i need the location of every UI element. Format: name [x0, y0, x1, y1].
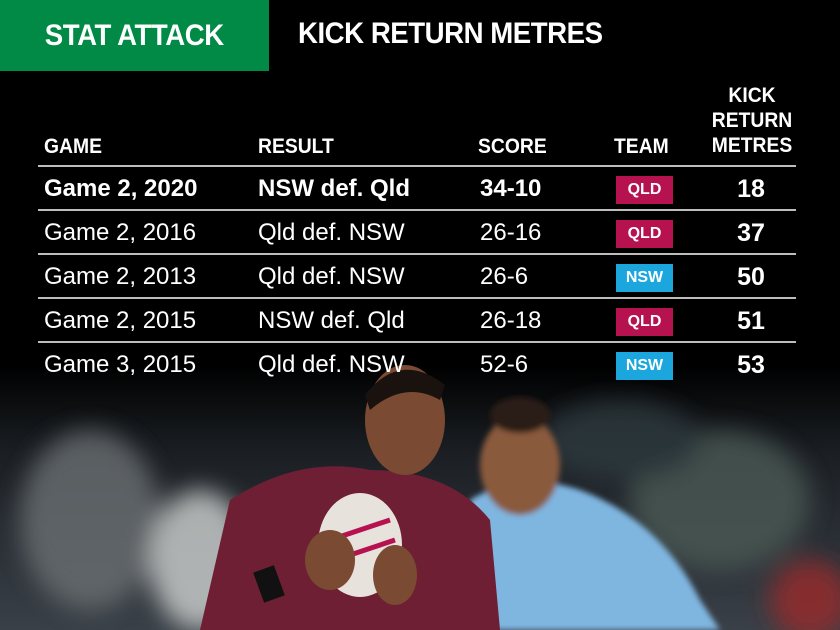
table-row: Game 2, 2016 Qld def. NSW 26-16 QLD 37	[0, 211, 840, 255]
score-cell: 34-10	[480, 175, 542, 202]
table-row: Game 3, 2015 Qld def. NSW 52-6 NSW 53	[0, 343, 840, 387]
result-cell: Qld def. NSW	[258, 351, 405, 378]
metres-cell: 51	[737, 307, 765, 335]
row-divider	[38, 297, 796, 299]
result-cell: Qld def. NSW	[258, 219, 405, 246]
row-divider	[38, 209, 796, 211]
game-cell: Game 2, 2015	[44, 307, 197, 334]
column-header-game: GAME	[44, 135, 102, 158]
table-row: Game 2, 2020 NSW def. Qld 34-10 QLD 18	[0, 167, 840, 211]
team-badge: NSW	[616, 352, 673, 380]
game-cell: Game 2, 2020	[44, 175, 198, 202]
row-divider	[38, 341, 796, 343]
team-badge: QLD	[616, 220, 673, 248]
team-badge: QLD	[616, 176, 673, 204]
metres-cell: 37	[737, 219, 765, 247]
team-badge: NSW	[616, 264, 673, 292]
column-header-team: TEAM	[614, 135, 669, 158]
team-badge: QLD	[616, 308, 673, 336]
table-row: Game 2, 2013 Qld def. NSW 26-6 NSW 50	[0, 255, 840, 299]
result-cell: NSW def. Qld	[258, 307, 405, 334]
result-cell: NSW def. Qld	[258, 175, 410, 202]
metres-cell: 53	[737, 351, 765, 379]
column-header-line: METRES	[711, 134, 793, 157]
stat-attack-tag: STAT ATTACK	[0, 0, 269, 71]
metres-cell: 50	[737, 263, 765, 291]
game-cell: Game 2, 2013	[44, 263, 197, 290]
score-cell: 26-6	[480, 263, 529, 290]
nsw-player	[470, 397, 720, 630]
qld-player	[200, 365, 500, 630]
column-header-result: RESULT	[258, 135, 334, 158]
page-title: KICK RETURN METRES	[298, 17, 603, 50]
score-cell: 26-18	[480, 307, 542, 334]
stat-attack-label: STAT ATTACK	[45, 18, 224, 52]
column-header-kick-return-metres: KICK RETURN METRES	[706, 83, 798, 158]
score-cell: 26-16	[480, 219, 542, 246]
result-cell: Qld def. NSW	[258, 263, 405, 290]
column-header-line: RETURN	[711, 109, 793, 132]
score-cell: 52-6	[480, 351, 529, 378]
game-cell: Game 3, 2015	[44, 351, 197, 378]
game-cell: Game 2, 2016	[44, 219, 197, 246]
table-row: Game 2, 2015 NSW def. Qld 26-18 QLD 51	[0, 299, 840, 343]
column-header-score: SCORE	[478, 135, 547, 158]
row-divider	[38, 165, 796, 167]
metres-cell: 18	[737, 175, 765, 203]
row-divider	[38, 253, 796, 255]
column-header-line: KICK	[728, 84, 776, 107]
